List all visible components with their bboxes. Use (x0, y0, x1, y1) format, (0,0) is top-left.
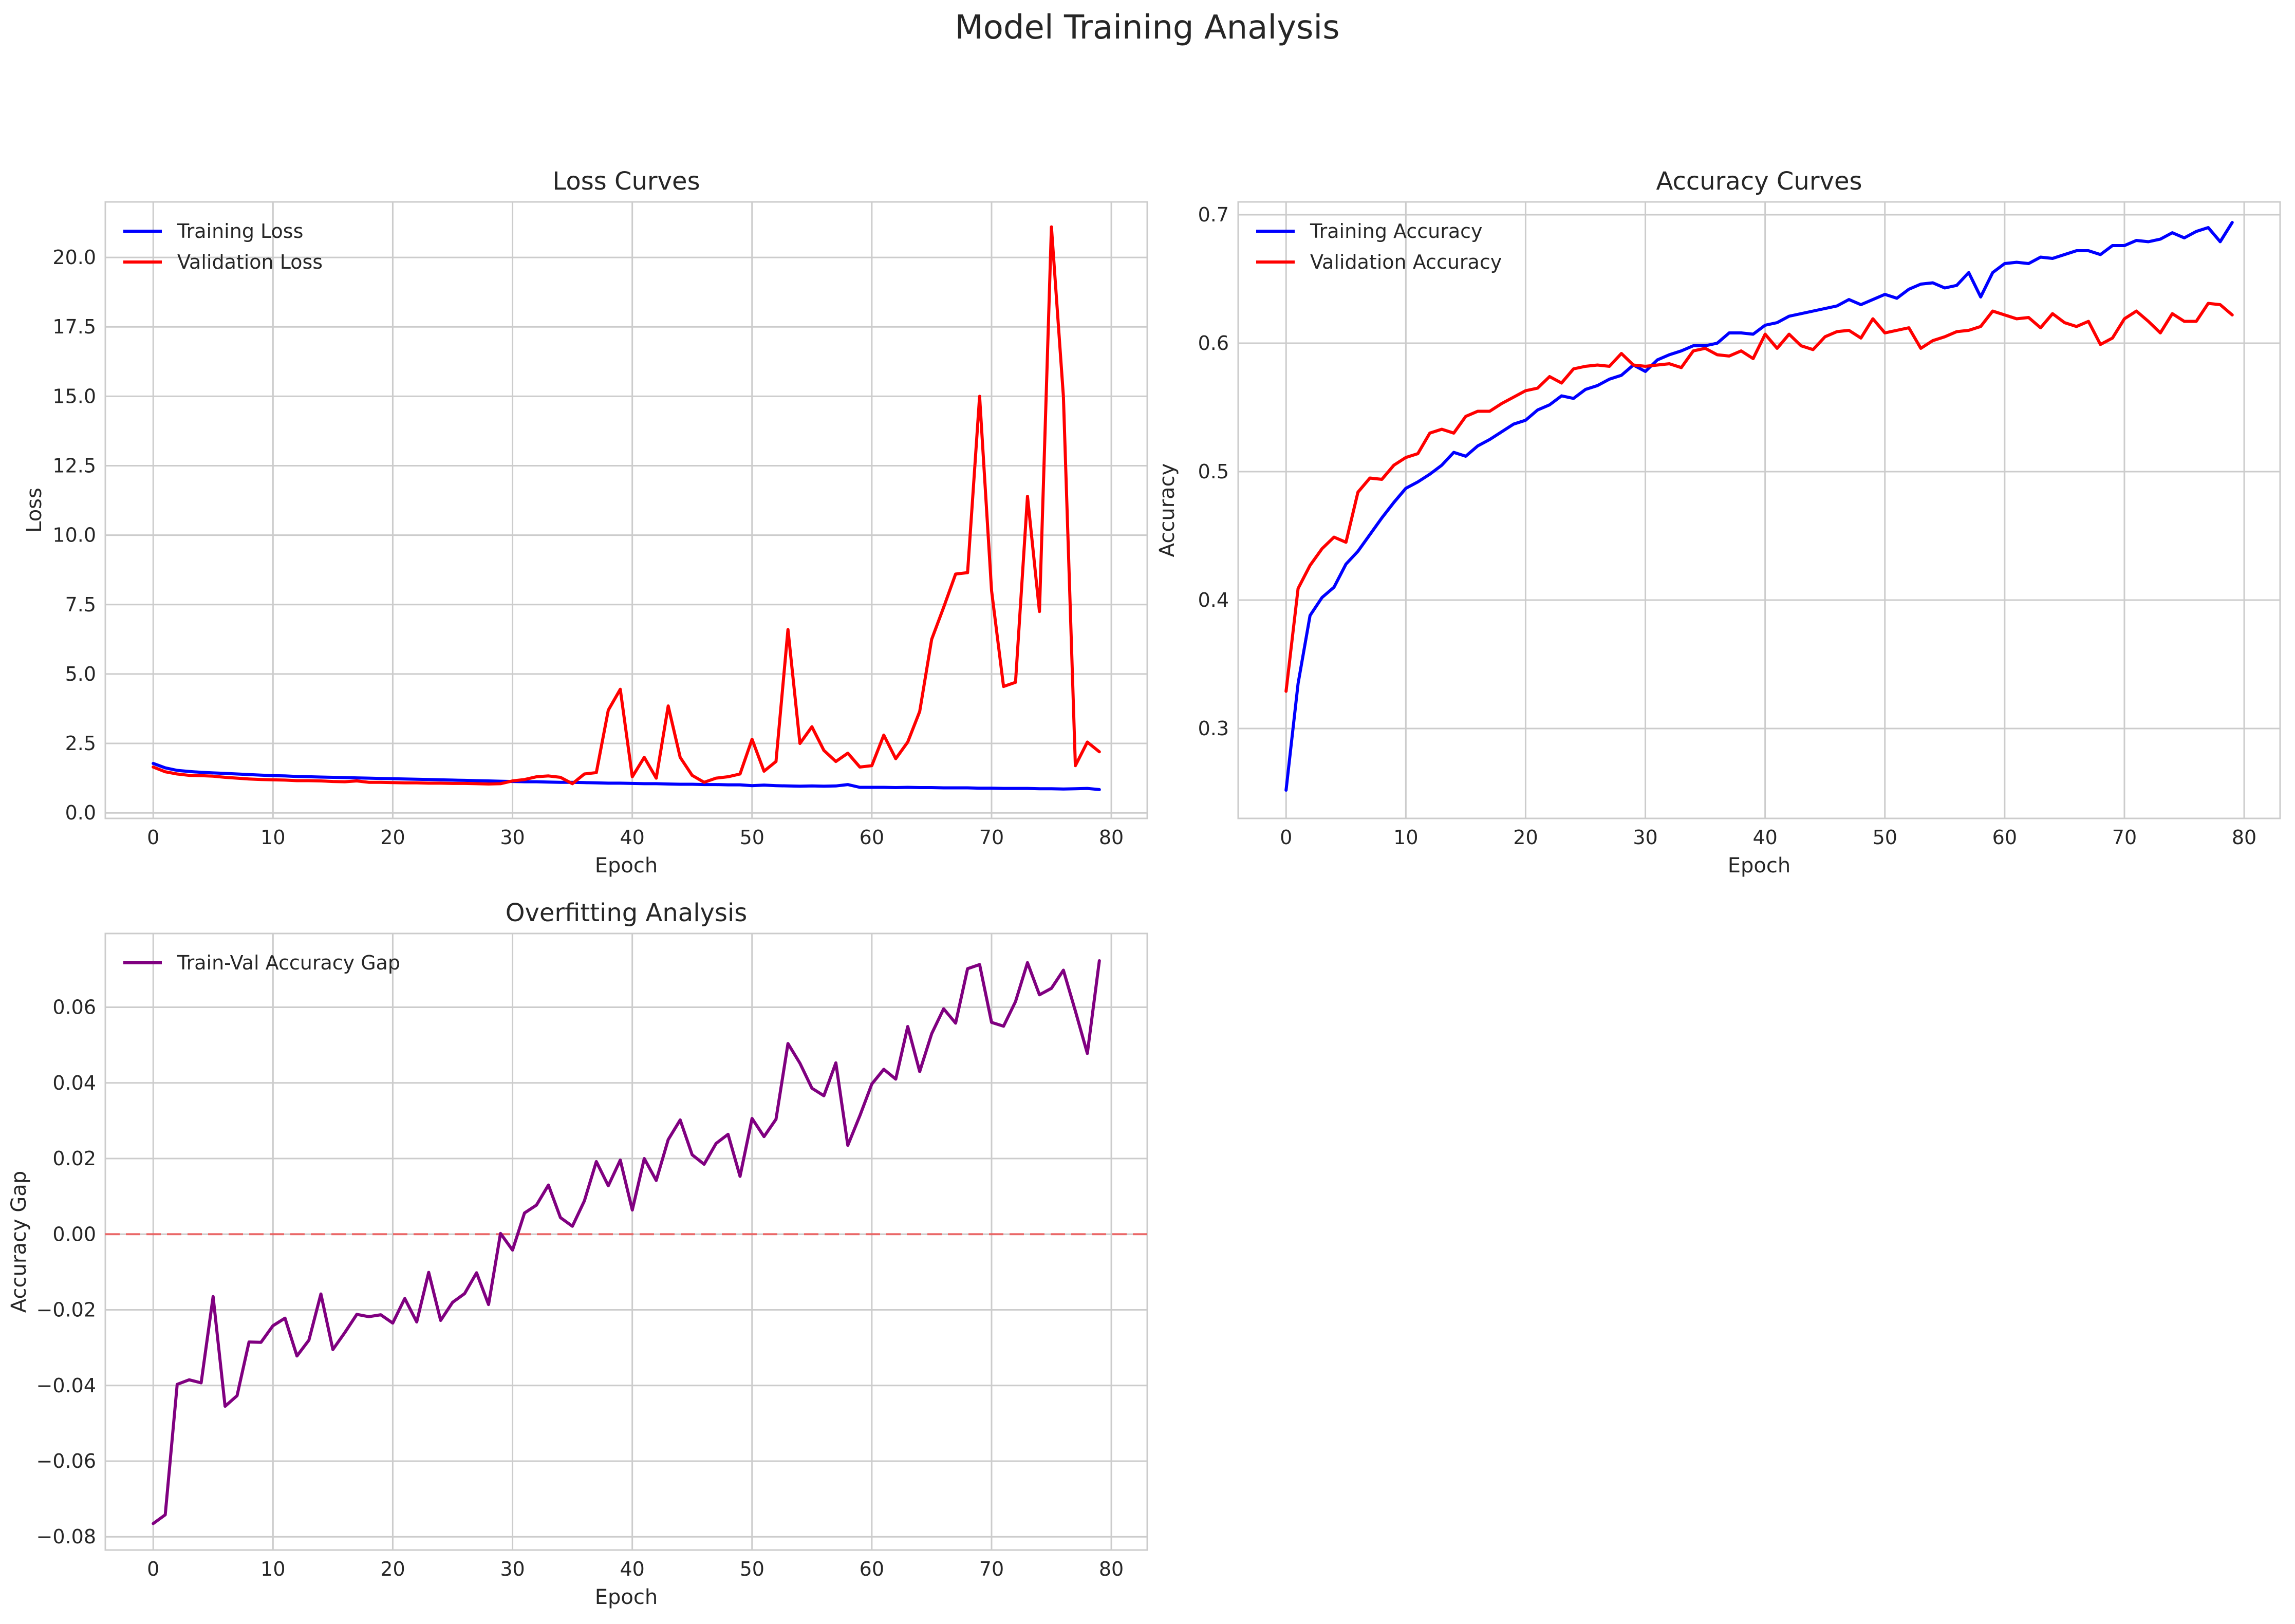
y-axis-label: Accuracy (1155, 463, 1179, 557)
y-tick-label: −0.06 (36, 1450, 96, 1472)
accuracy-curves-panel: 0 10 20 30 40 50 60 70 80 0.3 0.4 0.5 0.6 0.7 Accuracy… (1155, 167, 2281, 878)
x-tick-label: 50 (740, 1558, 764, 1580)
y-tick-label: 2.5 (65, 732, 96, 755)
y-tick-label: 0.02 (52, 1147, 96, 1170)
panel-title: Accuracy Curves (1656, 167, 1862, 196)
y-tick-label: 0.00 (52, 1223, 96, 1245)
x-tick-label: 20 (380, 826, 405, 849)
x-tick-label: 80 (1099, 826, 1124, 849)
overfitting-analysis-panel: 0 10 20 30 40 50 60 70 80 −0.08 −0.06 −0.04 −0.02 0.0… (7, 899, 1148, 1609)
x-tick-label: 70 (979, 826, 1004, 849)
legend-label: Training Accuracy (1310, 220, 1483, 242)
y-tick-label: 0.04 (52, 1072, 96, 1094)
y-tick-label: 0.7 (1198, 203, 1229, 226)
x-tick-label: 50 (1873, 826, 1897, 849)
y-tick-label: 0.5 (1198, 460, 1229, 483)
plot-area (1237, 201, 2281, 819)
y-tick-label: 17.5 (52, 315, 96, 338)
x-tick-label: 80 (1099, 1558, 1124, 1580)
x-tick-label: 40 (620, 826, 644, 849)
y-axis-label: Loss (23, 488, 46, 533)
y-axis-label: Accuracy Gap (7, 1171, 31, 1313)
x-tick-label: 10 (260, 826, 285, 849)
x-tick-label: 30 (1633, 826, 1657, 849)
x-axis-label: Epoch (1728, 854, 1790, 878)
y-tick-label: 0.0 (65, 801, 96, 824)
y-tick-label: 20.0 (52, 246, 96, 269)
y-tick-label: 10.0 (52, 524, 96, 547)
panel-title: Loss Curves (552, 167, 700, 196)
train-val-accuracy-gap-line (152, 959, 1101, 1525)
plot-area (104, 932, 1148, 1551)
y-tick-label: 0.06 (52, 996, 96, 1019)
y-tick-label: 0.4 (1198, 589, 1229, 611)
y-tick-label: 12.5 (52, 455, 96, 477)
x-axis-label: Epoch (595, 854, 658, 878)
plot-area (104, 201, 1148, 819)
loss-curves-panel: 0 10 20 30 40 50 60 70 80 0.0 2.5 5.0 7.5 10.0 12.5 15.… (23, 167, 1148, 878)
x-tick-label: 20 (1513, 826, 1538, 849)
x-tick-label: 40 (620, 1558, 644, 1580)
x-tick-label: 60 (860, 826, 884, 849)
y-tick-label: −0.08 (36, 1525, 96, 1548)
legend-label: Validation Loss (177, 251, 323, 273)
y-tick-label: 0.3 (1198, 717, 1229, 740)
x-tick-label: 70 (979, 1558, 1004, 1580)
validation-loss-line (152, 225, 1101, 786)
x-tick-label: 60 (860, 1558, 884, 1580)
x-tick-label: 80 (2232, 826, 2256, 849)
y-tick-label: 7.5 (65, 593, 96, 616)
x-tick-label: 70 (2112, 826, 2137, 849)
y-tick-label: 5.0 (65, 663, 96, 685)
x-tick-label: 20 (380, 1558, 405, 1580)
training-loss-line (152, 762, 1101, 791)
x-tick-label: 30 (500, 1558, 525, 1580)
legend-label: Train-Val Accuracy Gap (177, 951, 400, 974)
training-accuracy-line (1284, 221, 2234, 792)
x-tick-label: 0 (147, 1558, 159, 1580)
legend-label: Validation Accuracy (1310, 251, 1502, 273)
y-tick-label: −0.02 (36, 1299, 96, 1321)
validation-accuracy-line (1284, 302, 2234, 693)
x-tick-label: 30 (500, 826, 525, 849)
panel-title: Overfitting Analysis (506, 899, 748, 927)
x-tick-label: 0 (1280, 826, 1292, 849)
x-tick-label: 10 (260, 1558, 285, 1580)
figure-title: Model Training Analysis (955, 9, 1339, 47)
x-tick-label: 10 (1393, 826, 1418, 849)
y-tick-label: 0.6 (1198, 332, 1229, 354)
x-tick-label: 40 (1752, 826, 1777, 849)
x-axis-label: Epoch (595, 1585, 658, 1609)
legend-label: Training Loss (177, 220, 303, 242)
x-tick-label: 50 (740, 826, 764, 849)
y-tick-label: 15.0 (52, 385, 96, 407)
x-tick-label: 0 (147, 826, 159, 849)
y-tick-label: −0.04 (36, 1374, 96, 1397)
x-tick-label: 60 (1992, 826, 2017, 849)
